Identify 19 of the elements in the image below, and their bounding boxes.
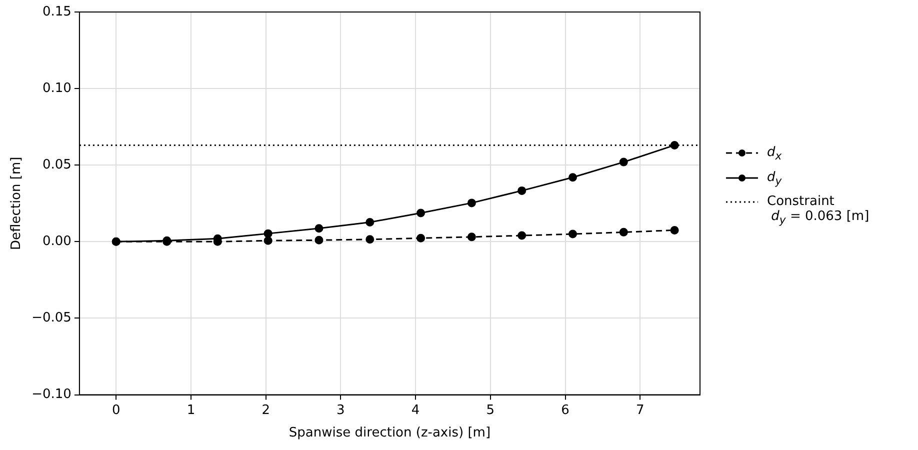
legend-label: d$_{x}$ xyxy=(767,145,782,163)
y-tick-label: 0.00 xyxy=(42,234,72,250)
x-axis-title: Spanwise direction (z-axis) [m] xyxy=(288,426,491,441)
x-tick-label: 2 xyxy=(262,402,270,418)
x-tick-label: 5 xyxy=(486,402,495,418)
legend-label: Constraint d$_{y}$ = 0.063 [m] xyxy=(767,194,870,228)
y-tick-label: −0.05 xyxy=(32,310,72,326)
y-tick-label: 0.10 xyxy=(42,80,72,96)
y-axis-title: Deflection [m] xyxy=(9,156,24,250)
y-tick-label: −0.10 xyxy=(32,387,72,402)
y-tick-label: 0.05 xyxy=(42,157,72,172)
legend-label: d$_{y}$ xyxy=(767,170,782,188)
x-tick-label: 6 xyxy=(561,402,570,418)
x-tick-label: 4 xyxy=(411,402,420,418)
x-tick-label: 7 xyxy=(636,402,644,418)
x-tick-label: 1 xyxy=(186,402,196,418)
y-tick-label: 0.15 xyxy=(42,4,72,20)
x-tick-label: 0 xyxy=(112,402,120,418)
x-tick-label: 3 xyxy=(336,402,345,418)
